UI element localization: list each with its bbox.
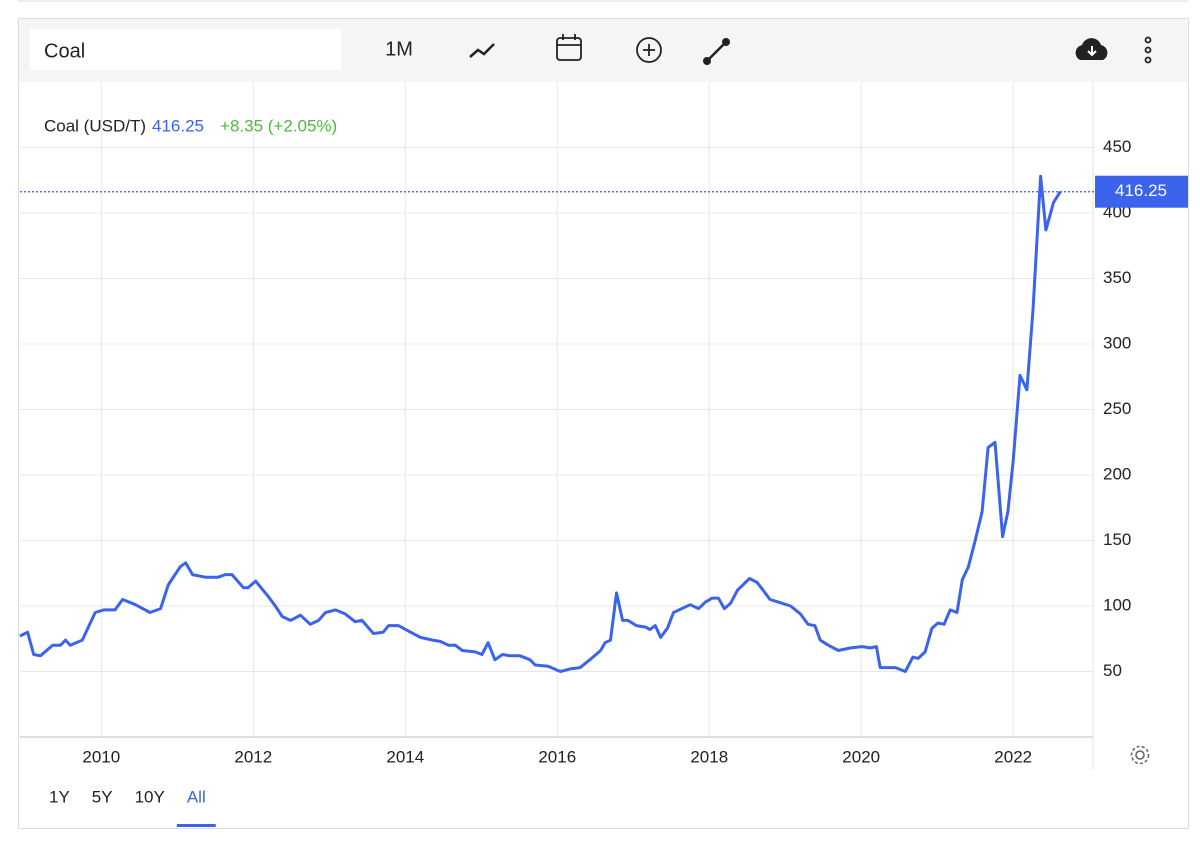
menu-icon[interactable]: [1144, 36, 1152, 64]
plot: [19, 82, 1093, 737]
range-button[interactable]: 10Y: [135, 787, 165, 806]
x-tick-label: 2018: [690, 747, 728, 766]
y-tick-label: 50: [1103, 661, 1122, 680]
y-tick-label: 100: [1103, 595, 1131, 614]
legend-name: Coal (USD/T): [44, 116, 146, 135]
last-value-label: 416.25: [1115, 181, 1167, 200]
y-tick-label: 350: [1103, 268, 1131, 287]
interval-button[interactable]: 1M: [385, 38, 413, 60]
symbol-input[interactable]: [30, 29, 341, 70]
x-tick-label: 2022: [994, 747, 1032, 766]
legend-value: 416.25: [152, 116, 204, 135]
download-icon[interactable]: [1075, 38, 1108, 60]
x-tick-label: 2016: [538, 747, 576, 766]
y-tick-label: 300: [1103, 333, 1131, 352]
x-tick-label: 2010: [82, 747, 120, 766]
range-button[interactable]: All: [187, 787, 206, 806]
calendar-icon[interactable]: [556, 34, 582, 61]
legend-change: +8.35 (+2.05%): [220, 116, 337, 135]
draw-icon[interactable]: [703, 38, 730, 65]
x-tick-label: 2020: [842, 747, 880, 766]
last-value-badge: [1095, 175, 1188, 208]
x-tick-label: 2012: [234, 747, 272, 766]
y-tick-label: 150: [1103, 530, 1131, 549]
price-line: [19, 174, 1062, 673]
frame: [18, 18, 1189, 829]
x-tick-label: 2014: [386, 747, 424, 766]
y-tick-label: 450: [1103, 137, 1131, 156]
symbol-text: Coal: [44, 40, 85, 62]
range-button[interactable]: 1Y: [49, 787, 70, 806]
chart-type-icon[interactable]: [469, 43, 495, 58]
y-tick-label: 250: [1103, 399, 1131, 418]
add-icon[interactable]: [636, 37, 662, 63]
range-active-underline: [176, 824, 216, 827]
settings-icon[interactable]: [1130, 745, 1150, 765]
y-tick-label: 200: [1103, 464, 1131, 483]
range-button[interactable]: 5Y: [92, 787, 113, 806]
